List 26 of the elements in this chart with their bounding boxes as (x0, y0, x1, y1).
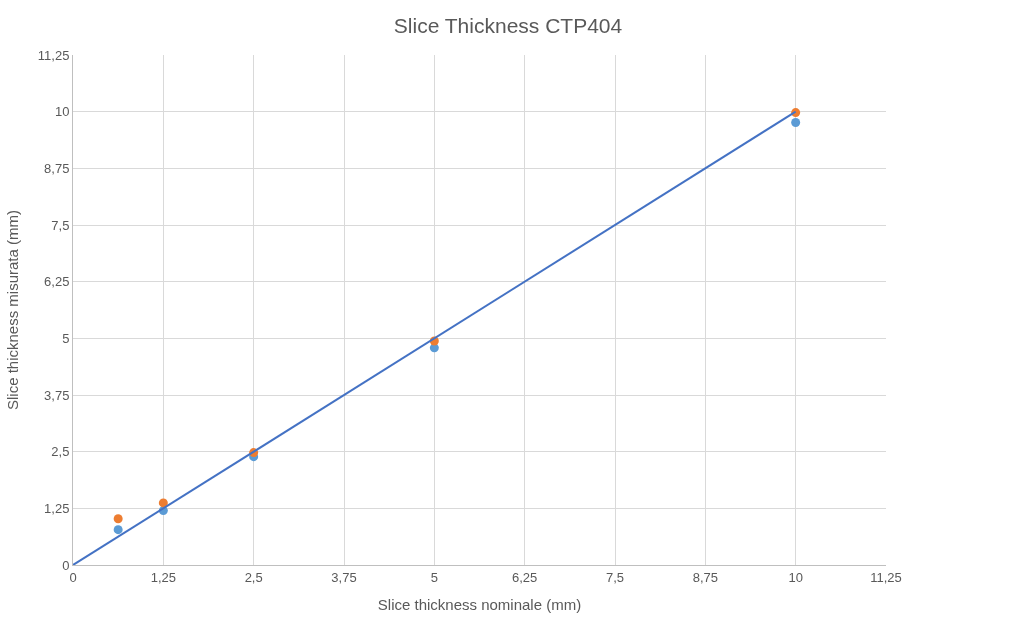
point (158, 498, 168, 508)
y-tick-label: 6,25 (44, 274, 70, 290)
y-tick-label: 0 (62, 557, 70, 573)
chart-title: Slice Thickness CTP404 (393, 14, 623, 38)
x-tick-label: 5 (430, 569, 438, 585)
x-tick-label: 3,75 (331, 569, 357, 585)
point (113, 525, 123, 535)
y-tick-label: 11,25 (37, 47, 70, 63)
x-tick-label: 7,5 (605, 569, 625, 585)
y-tick-label: 3,75 (44, 387, 70, 403)
point (791, 118, 801, 128)
y-tick-label: 5 (62, 330, 70, 346)
x-tick-label: 2,5 (244, 569, 263, 585)
x-tick-label: 1,25 (150, 569, 176, 585)
x-tick-label: 10 (788, 569, 803, 585)
x-tick-label: 6,25 (512, 569, 538, 585)
y-tick-label: 7,5 (51, 217, 70, 233)
y-tick-label: 2,5 (51, 444, 70, 460)
x-axis-title: Slice thickness nominale (mm) (377, 595, 582, 613)
y-axis-title: Slice thickness misurata (mm) (4, 209, 22, 411)
y-tick-label: 10 (54, 104, 70, 120)
point (113, 514, 123, 524)
y-tick-label: 8,75 (44, 160, 70, 176)
x-tick-label: 8,75 (692, 569, 718, 585)
y-tick-label: 1,25 (44, 500, 70, 516)
x-tick-label: 11,25 (870, 569, 902, 585)
